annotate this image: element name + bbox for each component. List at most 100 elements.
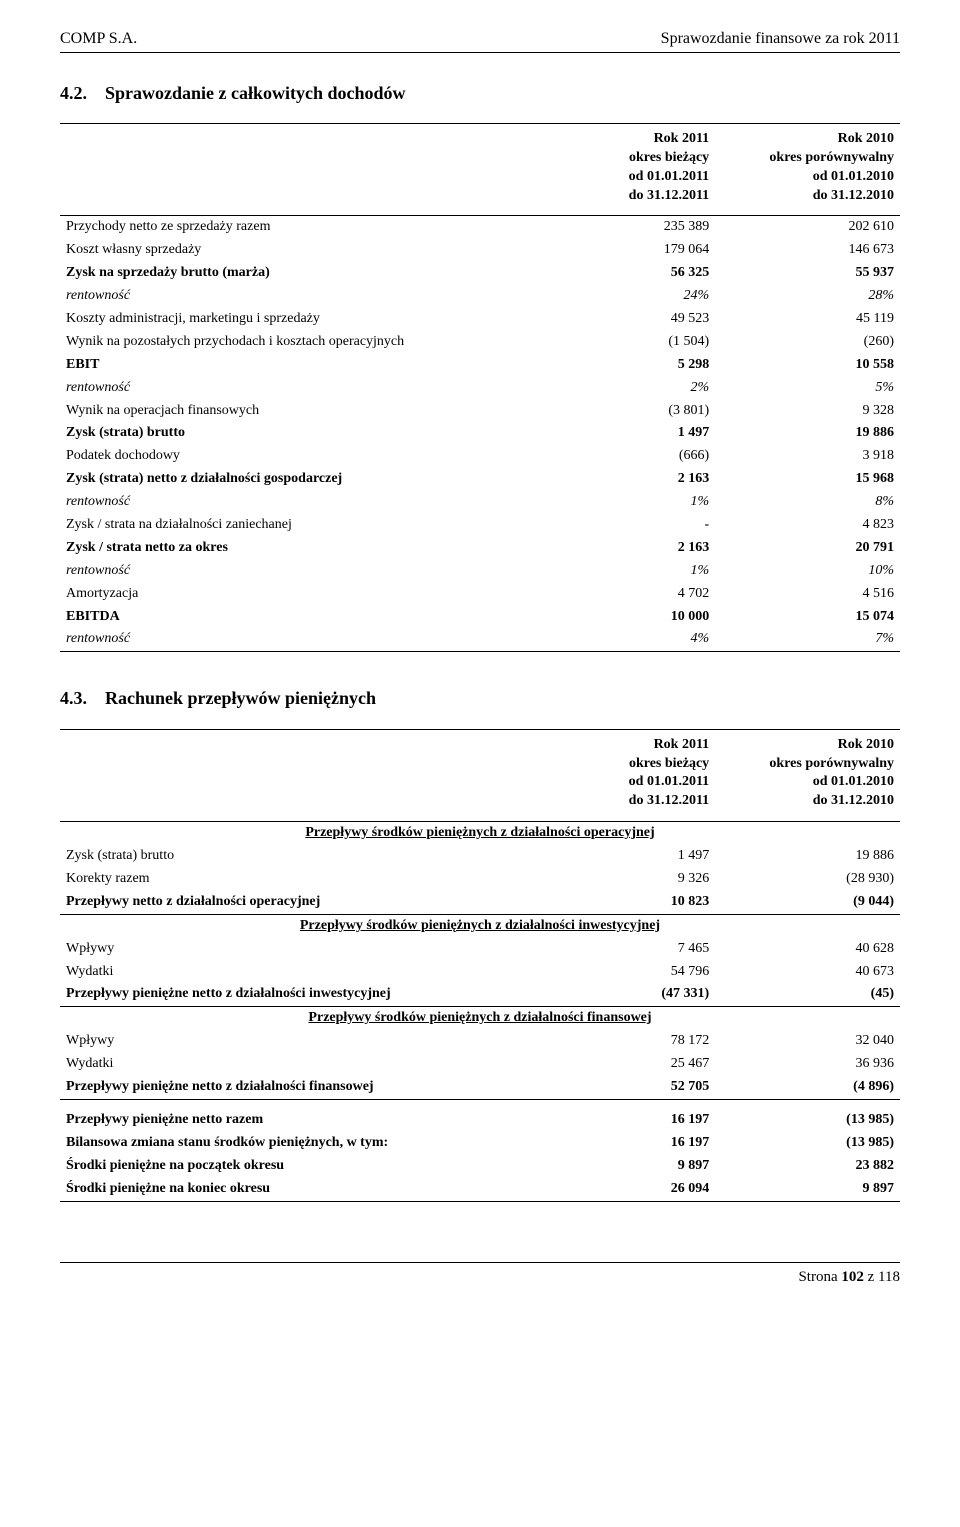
row-value-current: 10 000 [530,606,715,629]
cashflow-group-heading: Przepływy środków pieniężnych z działaln… [60,1007,900,1030]
table-row: Środki pieniężne na koniec okresu26 0949… [60,1178,900,1201]
table-row: Zysk (strata) brutto1 49719 886 [60,422,900,445]
footer-mid: z [864,1269,878,1285]
table-row: Przepływy netto z działalności operacyjn… [60,891,900,914]
page-footer: Strona 102 z 118 [60,1262,900,1287]
row-label: Zysk / strata na działalności zaniechane… [60,514,530,537]
row-value-prev: 20 791 [715,537,900,560]
row-value-prev: 15 074 [715,606,900,629]
row-label: rentowność [60,285,530,308]
row-value-prev: 3 918 [715,445,900,468]
table-row: Zysk / strata na działalności zaniechane… [60,514,900,537]
table-row: Wydatki25 46736 936 [60,1053,900,1076]
row-label: rentowność [60,491,530,514]
row-value-prev: (9 044) [715,891,900,914]
row-value-current: 16 197 [530,1109,715,1132]
table-row: EBITDA10 00015 074 [60,606,900,629]
row-label: Wynik na pozostałych przychodach i koszt… [60,331,530,354]
cashflow-table: Rok 2011 okres bieżący od 01.01.2011 do … [60,729,900,1202]
row-value-current: 26 094 [530,1178,715,1201]
table-row: Przepływy pieniężne netto z działalności… [60,1076,900,1099]
row-value-current: 49 523 [530,308,715,331]
row-value-prev: 55 937 [715,262,900,285]
table-row: Przepływy pieniężne netto z działalności… [60,983,900,1006]
row-label: Zysk (strata) netto z działalności gospo… [60,468,530,491]
page-header: COMP S.A. Sprawozdanie finansowe za rok … [60,28,900,53]
table-row: rentowność4%7% [60,628,900,651]
row-value-prev: (28 930) [715,868,900,891]
row-value-current: 24% [530,285,715,308]
table-row: Wynik na operacjach finansowych(3 801)9 … [60,400,900,423]
row-label: Zysk (strata) brutto [60,845,530,868]
row-value-prev: 5% [715,377,900,400]
cashflow-table-head-prev: Rok 2010 okres porównywalny od 01.01.201… [715,729,900,822]
row-value-current: 2 163 [530,468,715,491]
row-value-prev: 32 040 [715,1030,900,1053]
income-table-head-cur: Rok 2011 okres bieżący od 01.01.2011 do … [530,123,715,216]
row-value-prev: 36 936 [715,1053,900,1076]
cashflow-group-heading-row: Przepływy środków pieniężnych z działaln… [60,822,900,845]
cashflow-group-heading: Przepływy środków pieniężnych z działaln… [60,822,900,845]
row-value-current: 7 465 [530,938,715,961]
row-label: Koszt własny sprzedaży [60,239,530,262]
row-value-prev: 10 558 [715,354,900,377]
row-label: Wynik na operacjach finansowych [60,400,530,423]
row-label: EBITDA [60,606,530,629]
row-label: Wydatki [60,961,530,984]
table-row: EBIT5 29810 558 [60,354,900,377]
footer-prefix: Strona [798,1269,841,1285]
table-row: Wpływy7 46540 628 [60,938,900,961]
row-value-current: 9 326 [530,868,715,891]
row-label: Zysk (strata) brutto [60,422,530,445]
row-value-current: (3 801) [530,400,715,423]
row-value-current: 2 163 [530,537,715,560]
table-row: Zysk / strata netto za okres2 16320 791 [60,537,900,560]
row-value-prev: 28% [715,285,900,308]
row-label: Amortyzacja [60,583,530,606]
row-label: Zysk / strata netto za okres [60,537,530,560]
row-value-current: 4% [530,628,715,651]
row-value-current: 1 497 [530,422,715,445]
row-label: Wpływy [60,1030,530,1053]
table-row: Przepływy pieniężne netto razem16 197(13… [60,1109,900,1132]
row-label: Zysk na sprzedaży brutto (marża) [60,262,530,285]
cashflow-table-head-blank [60,729,530,822]
table-row: Koszty administracji, marketingu i sprze… [60,308,900,331]
row-label: Przepływy pieniężne netto z działalności… [60,1076,530,1099]
row-value-prev: 4 516 [715,583,900,606]
row-value-prev: 4 823 [715,514,900,537]
cashflow-group-heading-row: Przepływy środków pieniężnych z działaln… [60,914,900,937]
table-row: Przychody netto ze sprzedaży razem235 38… [60,216,900,239]
row-value-prev: 8% [715,491,900,514]
row-value-prev: 202 610 [715,216,900,239]
table-row: rentowność1%10% [60,560,900,583]
footer-current-page: 102 [841,1269,864,1285]
row-value-prev: 23 882 [715,1155,900,1178]
row-value-prev: (4 896) [715,1076,900,1099]
section-2-title: 4.3. Rachunek przepływów pieniężnych [60,686,900,710]
row-label: Przepływy netto z działalności operacyjn… [60,891,530,914]
row-value-current: 1% [530,491,715,514]
row-label: rentowność [60,560,530,583]
table-row: Wynik na pozostałych przychodach i koszt… [60,331,900,354]
row-value-current: (666) [530,445,715,468]
section-1-title: 4.2. Sprawozdanie z całkowitych dochodów [60,81,900,105]
row-value-current: - [530,514,715,537]
table-row: Amortyzacja4 7024 516 [60,583,900,606]
row-value-current: 4 702 [530,583,715,606]
section-1-heading: Sprawozdanie z całkowitych dochodów [105,83,406,103]
row-value-current: 10 823 [530,891,715,914]
row-value-current: 78 172 [530,1030,715,1053]
company-name: COMP S.A. [60,28,137,50]
row-value-prev: 40 628 [715,938,900,961]
table-row: rentowność2%5% [60,377,900,400]
row-label: Koszty administracji, marketingu i sprze… [60,308,530,331]
row-value-current: 5 298 [530,354,715,377]
row-label: Środki pieniężne na koniec okresu [60,1178,530,1201]
row-label: Korekty razem [60,868,530,891]
row-label: Przepływy pieniężne netto razem [60,1109,530,1132]
row-value-current: 25 467 [530,1053,715,1076]
row-value-prev: 19 886 [715,845,900,868]
row-label: rentowność [60,628,530,651]
row-value-prev: 40 673 [715,961,900,984]
